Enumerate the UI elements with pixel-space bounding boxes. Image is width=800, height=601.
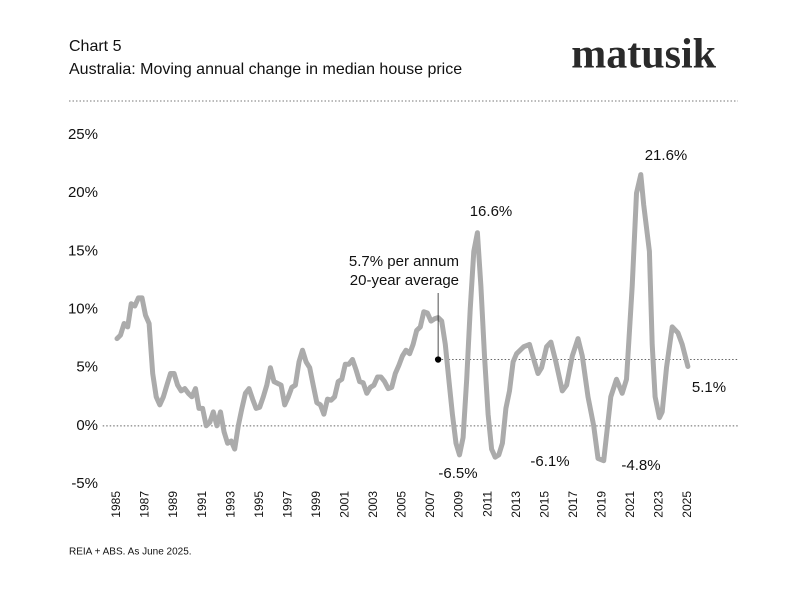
x-tick-label: 1991 xyxy=(195,491,209,518)
x-tick-label: 1999 xyxy=(309,491,323,518)
y-tick-label: 0% xyxy=(76,417,98,434)
x-tick-label: 1995 xyxy=(252,491,266,518)
x-tick-label: 2015 xyxy=(537,491,551,518)
reference-point xyxy=(434,356,442,363)
chart-title: Australia: Moving annual change in media… xyxy=(69,61,462,78)
reference-label: 5.7% per annum xyxy=(349,253,459,270)
y-tick-label: 20% xyxy=(68,184,98,201)
x-tick-label: 2025 xyxy=(680,491,694,518)
x-tick-label: 1997 xyxy=(280,491,294,518)
y-tick-label: 25% xyxy=(68,126,98,143)
x-tick-label: 2009 xyxy=(452,491,466,518)
x-tick-label: 2011 xyxy=(480,491,494,517)
y-tick-label: 15% xyxy=(68,242,98,259)
chart-label: Chart 5 xyxy=(69,38,122,55)
annotation: -6.1% xyxy=(530,453,569,470)
x-tick-label: 2017 xyxy=(566,491,580,518)
data-line xyxy=(114,172,691,464)
y-tick-label: -5% xyxy=(71,475,98,492)
x-tick-label: 1987 xyxy=(138,491,152,518)
x-tick-label: 1993 xyxy=(223,491,237,518)
annotation: 16.6% xyxy=(470,203,513,220)
y-tick-label: 10% xyxy=(68,300,98,317)
annotation: -4.8% xyxy=(621,457,660,474)
x-tick-label: 2001 xyxy=(338,491,352,518)
x-tick-label: 2019 xyxy=(594,491,608,518)
annotation: 5.1% xyxy=(692,379,726,396)
source-note: REIA + ABS. As June 2025. xyxy=(69,547,192,558)
x-tick-label: 1989 xyxy=(166,491,180,518)
x-tick-label: 2021 xyxy=(623,491,637,518)
x-tick-label: 2007 xyxy=(423,491,437,518)
x-tick-label: 2003 xyxy=(366,491,380,518)
x-tick-label: 1985 xyxy=(109,491,123,518)
reference-label: 20-year average xyxy=(350,272,459,289)
annotation: 21.6% xyxy=(645,147,688,164)
y-tick-label: 5% xyxy=(76,359,98,376)
x-tick-label: 2005 xyxy=(395,491,409,518)
x-tick-label: 2013 xyxy=(509,491,523,518)
brand-logo: matusik xyxy=(571,32,716,78)
annotation: -6.5% xyxy=(438,465,477,482)
x-tick-label: 2023 xyxy=(652,491,666,518)
